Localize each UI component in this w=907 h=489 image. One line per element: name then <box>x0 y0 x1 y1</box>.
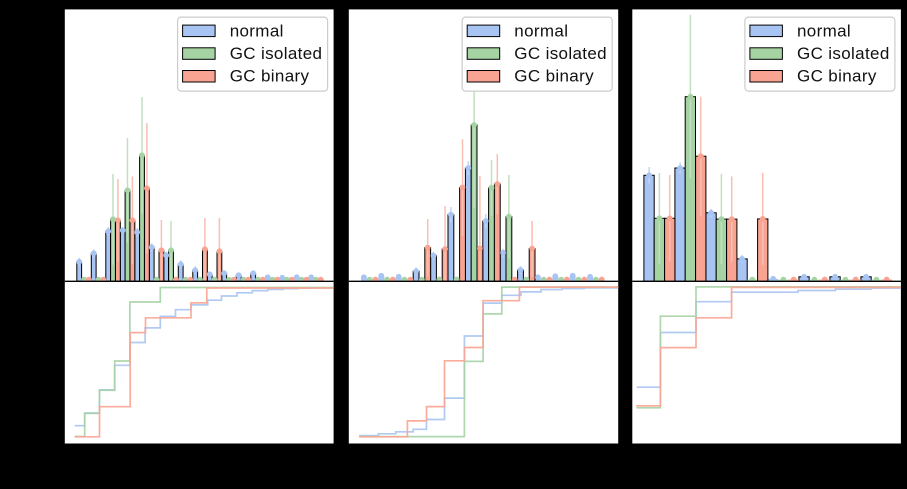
svg-text:GC binary: GC binary <box>514 67 594 86</box>
svg-text:normal: normal <box>514 21 568 40</box>
svg-text:GC binary: GC binary <box>230 67 310 86</box>
svg-text:GC isolated: GC isolated <box>514 44 607 63</box>
svg-text:GC isolated: GC isolated <box>230 44 323 63</box>
svg-text:GC isolated: GC isolated <box>797 44 890 63</box>
svg-text:normal: normal <box>230 21 284 40</box>
svg-text:normal: normal <box>797 21 851 40</box>
svg-text:GC binary: GC binary <box>797 67 877 86</box>
